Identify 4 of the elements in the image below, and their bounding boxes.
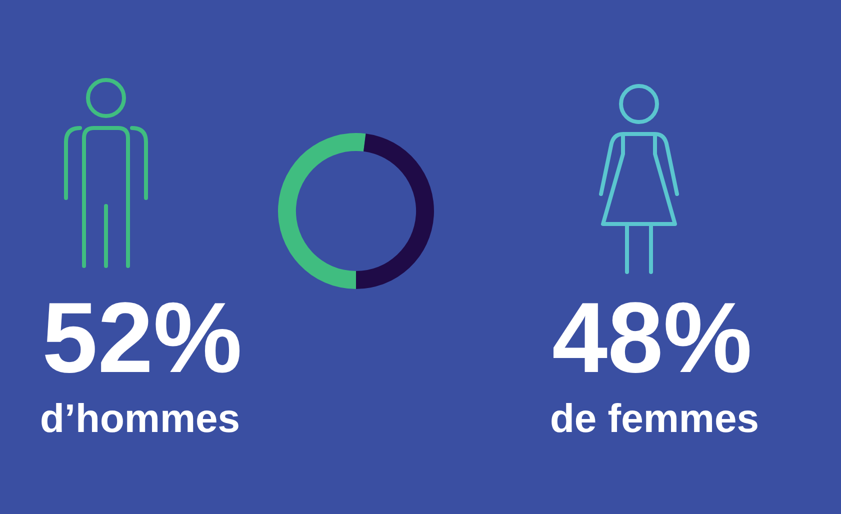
data-label: 52% xyxy=(42,282,242,394)
slice-label: de femmes xyxy=(550,397,759,441)
data-label: 48% xyxy=(552,282,752,394)
slice-label: d’hommes xyxy=(40,397,240,441)
